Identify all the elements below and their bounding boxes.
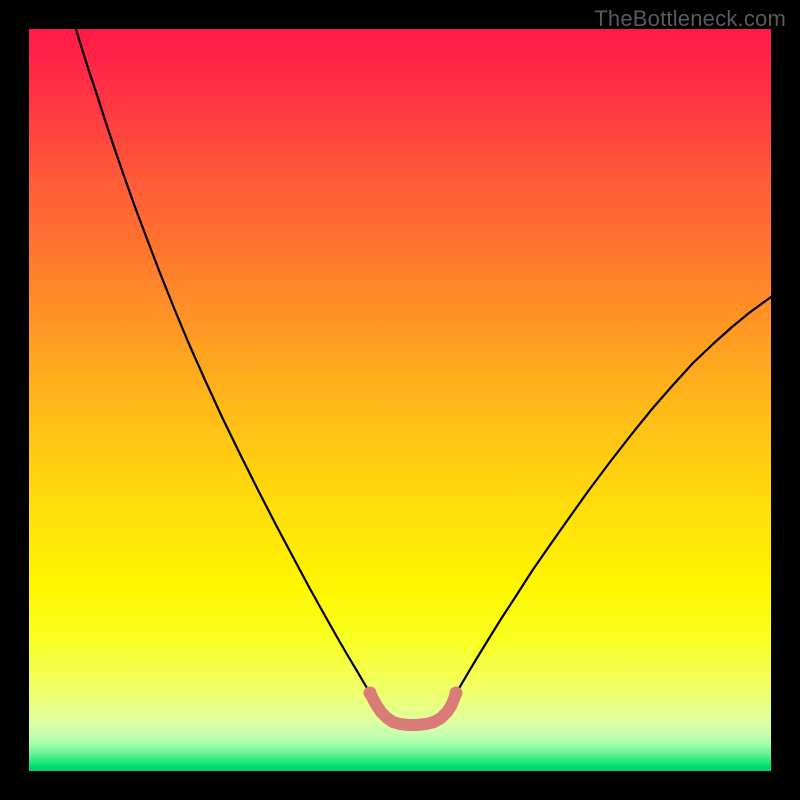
curve-right-branch — [456, 297, 771, 693]
curve-layer — [29, 29, 771, 771]
watermark-text: TheBottleneck.com — [594, 6, 786, 32]
plot-area — [29, 29, 771, 771]
curve-left-branch — [76, 29, 370, 693]
bottom-bracket — [370, 693, 456, 725]
